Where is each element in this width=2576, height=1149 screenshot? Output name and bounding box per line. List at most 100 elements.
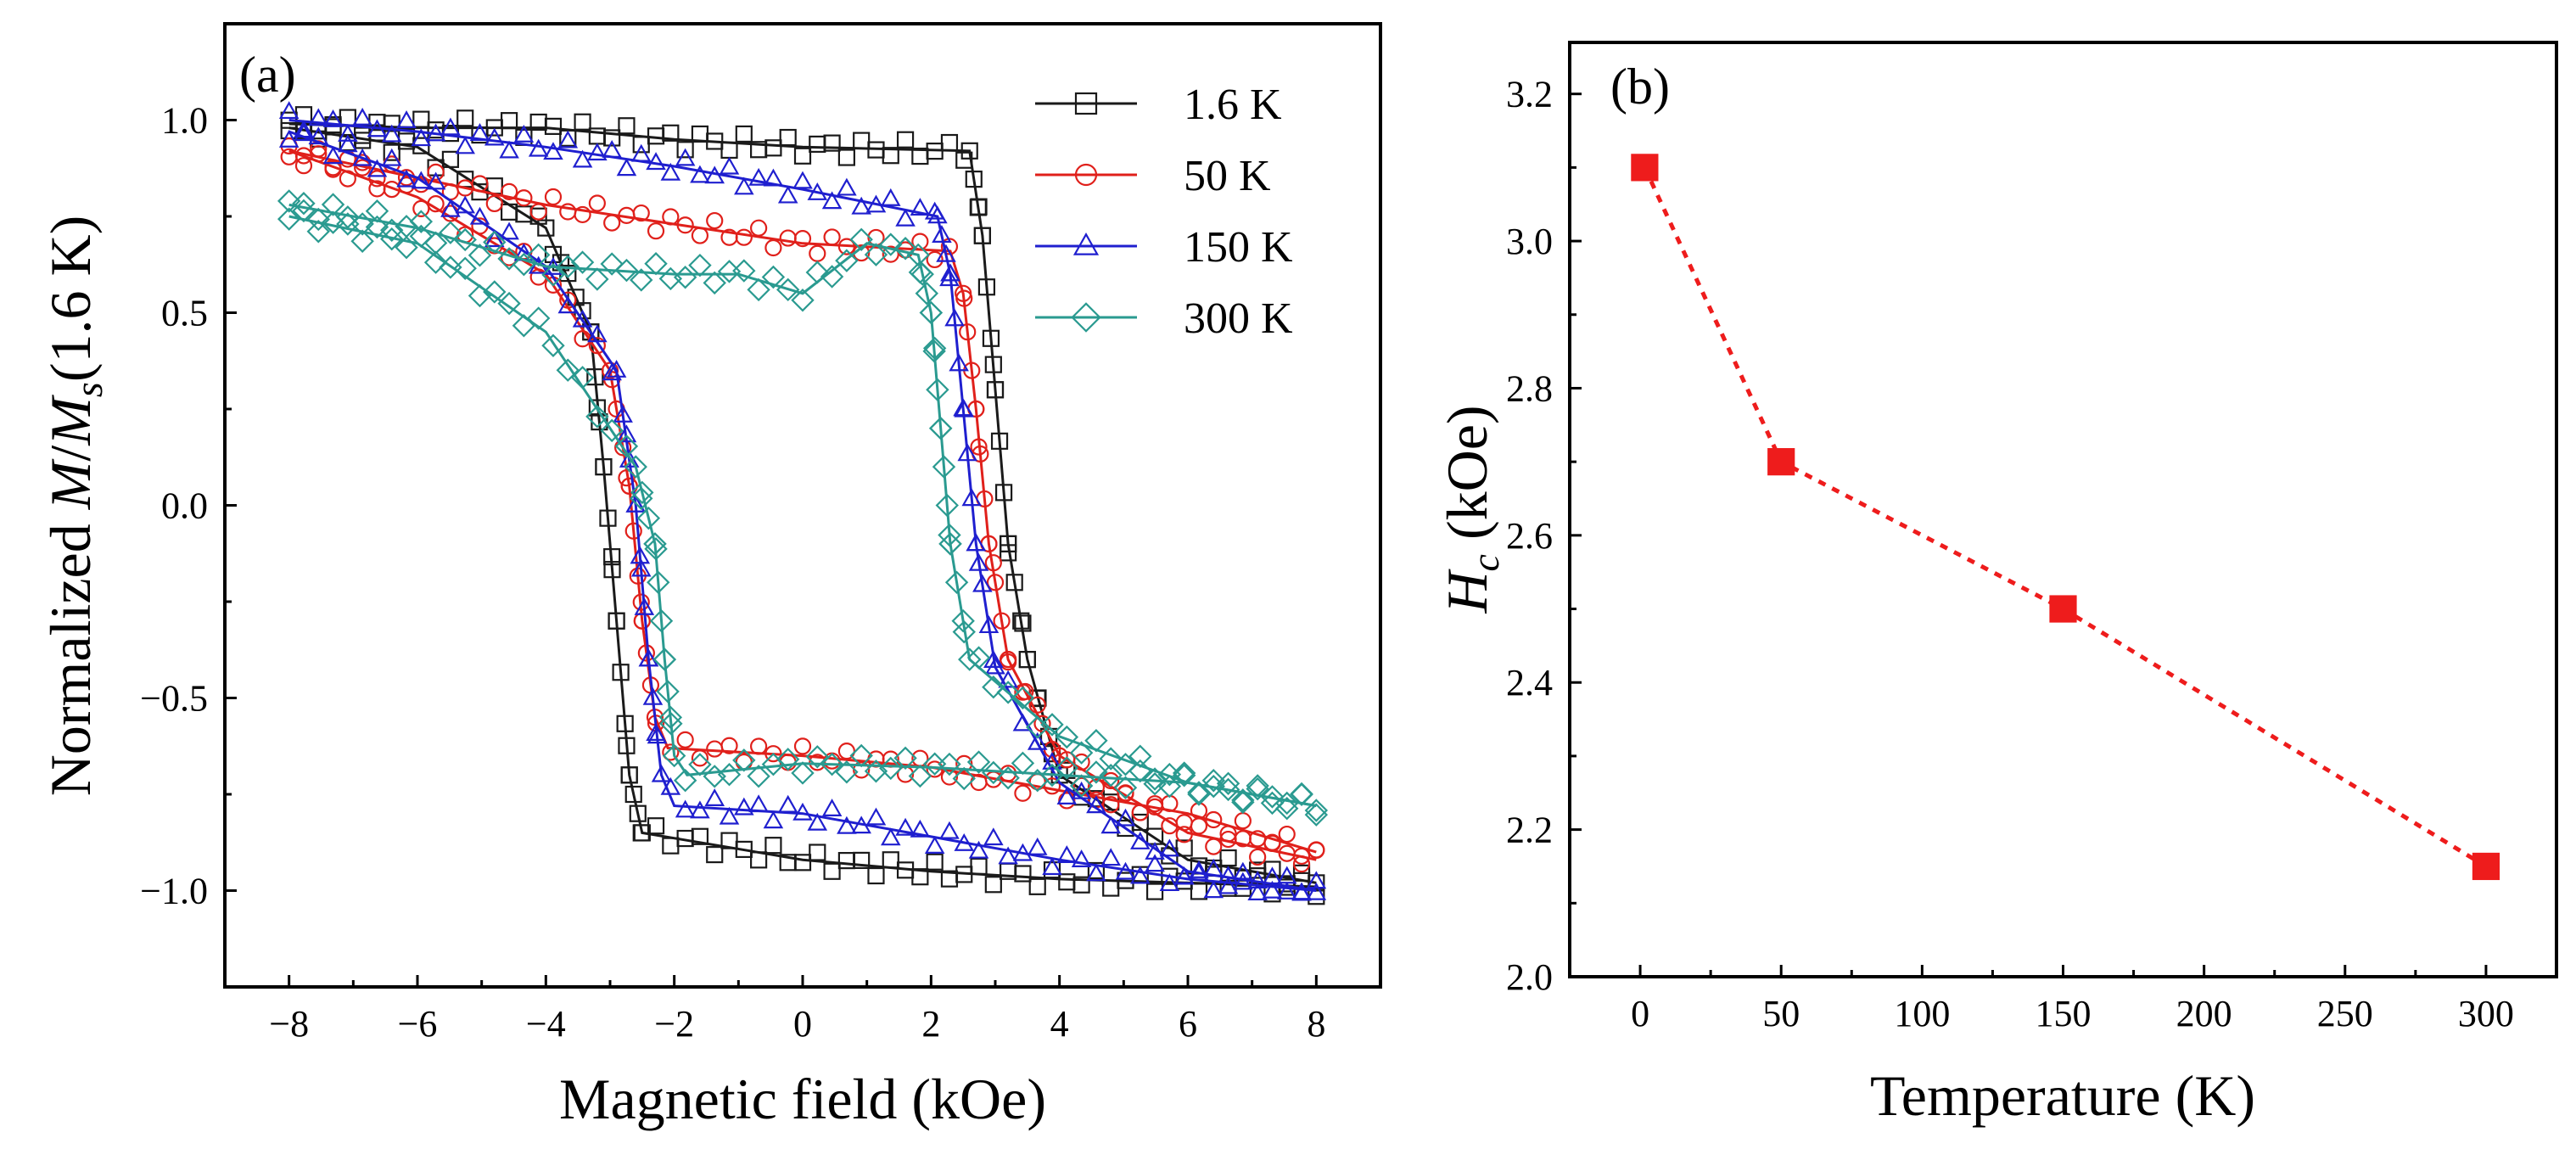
data-point <box>805 745 830 769</box>
data-point <box>556 255 580 278</box>
panel-b-frame <box>1568 41 2558 978</box>
a-ytick-label: −1.0 <box>140 871 208 912</box>
data-point <box>955 151 973 169</box>
data-point <box>1055 725 1079 749</box>
data-point <box>652 647 677 671</box>
data-point <box>649 608 674 633</box>
data-point <box>926 378 949 402</box>
data-point <box>807 812 828 831</box>
data-point <box>955 284 972 302</box>
legend-label: 150 K <box>1184 223 1293 272</box>
data-point <box>1115 861 1136 880</box>
data-point <box>625 494 647 513</box>
b-xtick-label: 200 <box>2176 993 2232 1034</box>
data-point <box>1000 544 1017 562</box>
data-point <box>793 854 812 872</box>
data-point <box>556 358 580 382</box>
data-point <box>761 265 786 289</box>
b-ytick-label: 2.4 <box>1506 662 1553 703</box>
data-point <box>1018 650 1036 669</box>
data-point <box>764 837 782 855</box>
data-point <box>1117 819 1134 838</box>
data-point <box>1012 612 1030 630</box>
data-point <box>936 244 956 262</box>
data-point <box>512 314 536 338</box>
data-point <box>928 416 953 440</box>
data-point <box>455 136 475 154</box>
data-point <box>966 750 991 774</box>
data-point <box>673 266 697 289</box>
panel-a-legend: 1.6 K 50 K 150 K 300 K <box>1035 81 1293 343</box>
data-point <box>306 207 330 232</box>
data-point <box>618 737 636 754</box>
data-point <box>1190 817 1208 835</box>
b-ytick-label: 3.0 <box>1506 221 1553 262</box>
data-point <box>1304 803 1329 827</box>
b-ytick-label: 2.8 <box>1506 367 1553 409</box>
data-point <box>911 233 929 250</box>
data-point <box>339 109 356 126</box>
data-point <box>922 339 946 363</box>
data-point <box>1069 741 1094 765</box>
data-point <box>673 768 697 793</box>
data-point <box>911 868 929 886</box>
data-point <box>750 737 768 755</box>
data-point <box>720 228 738 246</box>
hysteresis-branch-down_sweep <box>288 203 1317 808</box>
data-point <box>630 558 652 577</box>
a-xtick-label: −2 <box>654 1003 694 1045</box>
data-point <box>1102 796 1120 814</box>
data-point <box>1014 784 1032 802</box>
data-point <box>837 177 857 196</box>
data-point <box>1292 847 1311 866</box>
data-point <box>910 819 931 838</box>
data-point <box>588 337 606 355</box>
data-point <box>993 612 1011 630</box>
hysteresis-branch-up_sweep <box>288 149 1317 854</box>
data-point <box>996 766 1020 790</box>
data-point <box>990 432 1009 450</box>
data-point <box>427 195 445 213</box>
data-point <box>735 840 753 859</box>
data-point <box>616 715 634 732</box>
data-point <box>544 117 563 135</box>
data-point <box>603 214 621 232</box>
data-point <box>764 139 782 157</box>
panel-a-ylabel: Normalized M/Ms(1.6 K) <box>38 216 110 797</box>
data-point <box>837 238 855 255</box>
data-point <box>365 215 389 239</box>
data-point <box>499 140 519 159</box>
data-point <box>322 109 344 127</box>
data-point <box>675 799 696 818</box>
data-point <box>994 484 1013 502</box>
data-point <box>893 237 917 261</box>
data-point <box>367 119 388 137</box>
data-point <box>441 150 460 168</box>
data-point <box>1128 744 1152 768</box>
data-point <box>1087 861 1106 880</box>
data-point <box>1216 771 1240 796</box>
data-point <box>600 252 624 276</box>
data-point <box>1175 872 1193 890</box>
data-point <box>983 827 1004 846</box>
data-point <box>763 168 784 187</box>
data-point <box>732 259 756 283</box>
data-point <box>691 827 709 845</box>
data-point <box>968 840 989 859</box>
data-point <box>952 619 976 644</box>
data-point <box>411 171 432 189</box>
data-point <box>618 117 636 135</box>
data-point <box>1247 883 1268 900</box>
data-point <box>853 132 871 149</box>
data-point <box>526 243 551 267</box>
data-point <box>642 687 664 705</box>
data-point <box>720 141 738 160</box>
data-point <box>574 113 591 131</box>
data-point <box>982 675 1005 699</box>
data-point <box>949 353 969 372</box>
data-point <box>497 291 521 316</box>
data-point <box>953 398 973 417</box>
data-point <box>895 817 916 836</box>
data-point <box>809 244 826 262</box>
data-point <box>938 532 962 556</box>
